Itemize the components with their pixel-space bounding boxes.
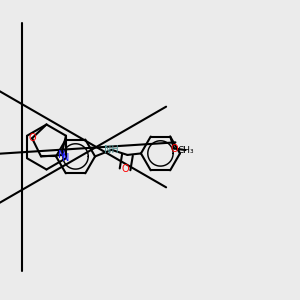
Text: CH₃: CH₃	[177, 146, 194, 154]
Text: O: O	[170, 143, 178, 154]
Text: N: N	[58, 150, 65, 160]
Text: O: O	[121, 164, 129, 174]
Text: O: O	[28, 133, 36, 143]
Text: NH: NH	[104, 145, 119, 155]
Text: N: N	[62, 153, 70, 163]
